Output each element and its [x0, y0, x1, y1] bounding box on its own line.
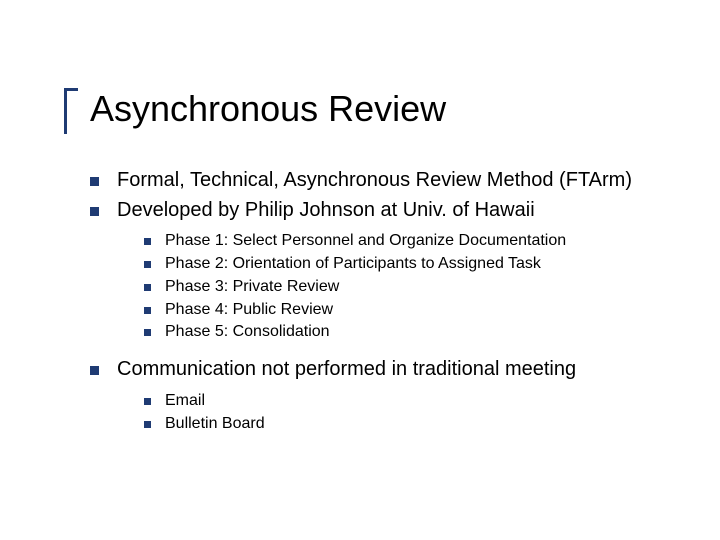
bullet-lvl2: Phase 2: Orientation of Participants to … [144, 254, 660, 275]
square-bullet-icon [144, 398, 151, 405]
bullet-lvl1: Formal, Technical, Asynchronous Review M… [90, 168, 660, 194]
title-accent-rule [64, 88, 78, 134]
bullet-lvl2: Phase 3: Private Review [144, 277, 660, 298]
bullet-lvl1: Developed by Philip Johnson at Univ. of … [90, 198, 660, 224]
square-bullet-icon [144, 238, 151, 245]
slide-body: Formal, Technical, Asynchronous Review M… [90, 168, 660, 448]
square-bullet-icon [90, 177, 99, 186]
bullet-lvl2: Phase 5: Consolidation [144, 322, 660, 343]
slide: Asynchronous Review Formal, Technical, A… [0, 0, 720, 540]
square-bullet-icon [144, 307, 151, 314]
bullet-text: Phase 3: Private Review [165, 277, 339, 298]
bullet-text: Phase 5: Consolidation [165, 322, 330, 343]
bullet-text: Phase 4: Public Review [165, 300, 333, 321]
bullet-text: Developed by Philip Johnson at Univ. of … [117, 198, 535, 224]
bullet-text: Phase 1: Select Personnel and Organize D… [165, 231, 566, 252]
square-bullet-icon [144, 261, 151, 268]
sub-bullet-group: Phase 1: Select Personnel and Organize D… [144, 231, 660, 343]
slide-title: Asynchronous Review [90, 88, 446, 130]
bullet-text: Formal, Technical, Asynchronous Review M… [117, 168, 632, 194]
bullet-text: Email [165, 391, 205, 412]
bullet-lvl2: Email [144, 391, 660, 412]
title-block: Asynchronous Review [90, 88, 446, 130]
square-bullet-icon [90, 207, 99, 216]
bullet-lvl2: Phase 1: Select Personnel and Organize D… [144, 231, 660, 252]
bullet-lvl2: Bulletin Board [144, 414, 660, 435]
bullet-text: Communication not performed in tradition… [117, 357, 576, 383]
bullet-text: Phase 2: Orientation of Participants to … [165, 254, 541, 275]
square-bullet-icon [144, 421, 151, 428]
bullet-lvl2: Phase 4: Public Review [144, 300, 660, 321]
bullet-lvl1: Communication not performed in tradition… [90, 357, 660, 383]
bullet-text: Bulletin Board [165, 414, 265, 435]
square-bullet-icon [144, 284, 151, 291]
square-bullet-icon [90, 366, 99, 375]
sub-bullet-group: Email Bulletin Board [144, 391, 660, 435]
square-bullet-icon [144, 329, 151, 336]
